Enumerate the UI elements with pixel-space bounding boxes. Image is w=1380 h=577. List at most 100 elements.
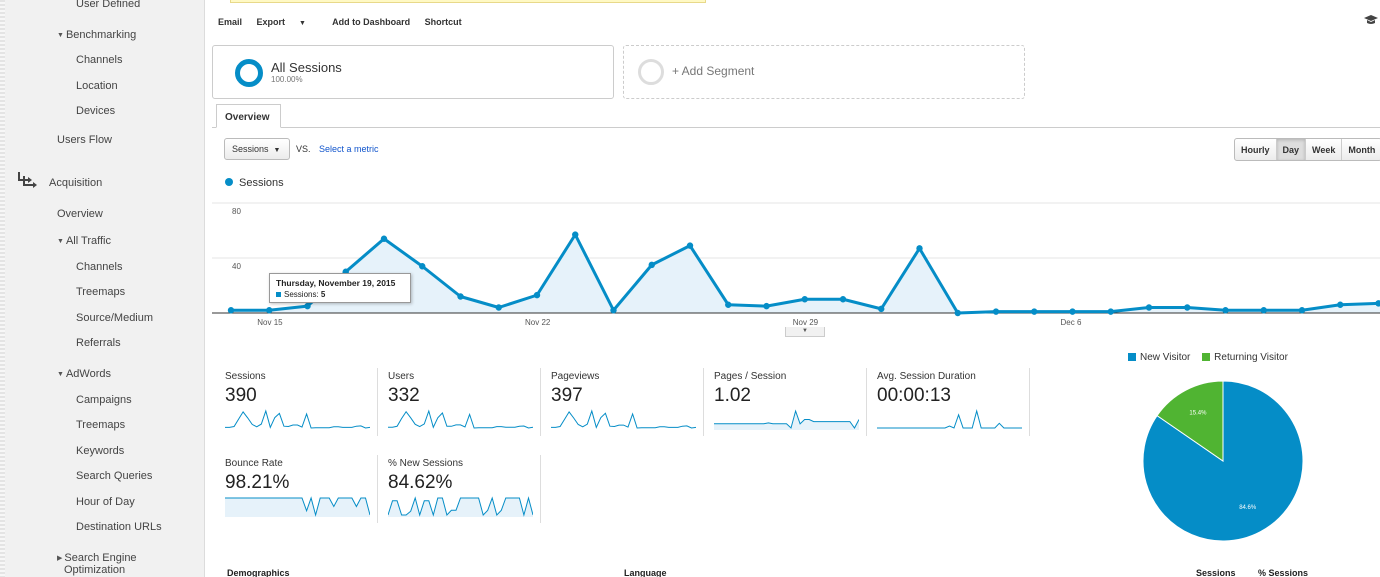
data-point[interactable] [610,307,617,314]
sidebar-group-benchmarking[interactable]: ▼ Benchmarking [57,29,136,41]
select-metric-link[interactable]: Select a metric [319,144,379,154]
vs-label: VS. [296,144,311,154]
data-point[interactable] [878,305,885,313]
sidebar-item-referrals[interactable]: Referrals [76,337,121,349]
shortcut-button[interactable]: Shortcut [424,17,462,27]
metric-label: % New Sessions [388,458,464,469]
data-point[interactable] [916,245,923,252]
sidebar-item-benchmarking-channels[interactable]: Channels [76,54,123,66]
graduation-cap-icon[interactable] [1364,14,1378,26]
email-button[interactable]: Email [218,17,243,27]
data-point[interactable] [266,307,273,314]
metric-tile-pages-per-session[interactable]: Pages / Session 1.02 [714,371,869,451]
sidebar-item-acquisition-overview[interactable]: Overview [57,208,103,220]
y-tick-label: 80 [232,207,241,216]
data-point[interactable] [380,235,388,242]
sidebar-group-all-traffic[interactable]: ▼ All Traffic [57,235,111,247]
data-point[interactable] [801,296,808,303]
metric-label: Pages / Session [714,371,787,382]
tile-divider [377,455,378,523]
metric-tile-users[interactable]: Users 332 [388,371,543,451]
data-point[interactable] [304,302,311,310]
data-point[interactable] [495,304,502,311]
data-point[interactable] [839,296,847,303]
sessions-line-chart[interactable]: 80 40 Nov 15 Nov 22 Nov 29 Dec 6 [212,195,1380,327]
month-button[interactable]: Month [1341,139,1380,160]
data-point[interactable] [1375,300,1380,307]
data-point[interactable] [1069,308,1076,315]
data-point[interactable] [1184,304,1191,311]
data-point[interactable] [725,301,732,308]
data-point[interactable] [533,291,541,299]
sidebar-item-hour-of-day[interactable]: Hour of Day [76,496,135,508]
week-button[interactable]: Week [1305,139,1341,160]
sparkline-line [714,409,859,429]
hourly-button[interactable]: Hourly [1241,145,1270,155]
chart-resize-handle[interactable]: ▼ [785,327,825,337]
tab-overview[interactable]: Overview [216,104,281,128]
sidebar-item-treemaps[interactable]: Treemaps [76,286,126,298]
data-point[interactable] [227,307,235,314]
sidebar-item-keywords[interactable]: Keywords [76,445,125,457]
sidebar-item-destination-urls[interactable]: Destination URLs [76,521,162,533]
data-point[interactable] [572,231,579,238]
metric-label: Bounce Rate [225,458,283,469]
data-point[interactable] [1337,301,1344,308]
metric-tile-pageviews[interactable]: Pageviews 397 [551,371,706,451]
data-point[interactable] [954,309,961,317]
sidebar-item-search-queries[interactable]: Search Queries [76,470,153,482]
data-point[interactable] [419,263,426,270]
sidebar-item-channels[interactable]: Channels [76,261,123,273]
data-point[interactable] [1145,304,1153,311]
data-point[interactable] [1031,308,1038,315]
add-segment-button[interactable]: + Add Segment [623,45,1025,99]
sidebar-section-acquisition[interactable]: Acquisition [49,177,103,189]
sidebar-item-adwords-treemaps[interactable]: Treemaps [76,419,126,431]
pie-slice-returning-visitor[interactable] [1156,380,1224,462]
metric-label: Users [388,371,415,382]
metric-dropdown[interactable]: Sessions ▼ [224,138,290,160]
data-point[interactable] [1222,307,1229,314]
sidebar-item-campaigns[interactable]: Campaigns [76,394,132,406]
data-point[interactable] [1260,307,1267,314]
segment-all-sessions[interactable]: All Sessions 100.00% [212,45,614,99]
visitor-pie-chart[interactable]: 84.6% 15.4% [1140,378,1306,544]
metric-tile-new-sessions[interactable]: % New Sessions 84.62% [388,458,543,538]
add-segment-label: + Add Segment [672,64,755,78]
new-visitor-swatch-icon [1128,353,1136,361]
tile-divider [540,368,541,436]
sparkline [551,409,696,429]
data-point[interactable] [763,302,770,310]
sidebar-group-search-engine-optimization[interactable]: ▶ Search Engine [57,552,137,564]
sidebar-item-source-medium[interactable]: Source/Medium [76,312,154,324]
metric-value: 390 [225,385,257,406]
tile-divider [866,368,867,436]
metric-dropdown-value: Sessions [232,144,269,154]
sidebar-item-users-flow[interactable]: Users Flow [57,134,113,146]
data-point[interactable] [457,293,464,300]
data-point[interactable] [992,308,1000,315]
export-button[interactable]: Export ▼ [257,17,318,27]
series-area [231,234,1380,313]
metric-tile-sessions[interactable]: Sessions 390 [225,371,380,451]
sidebar-group-adwords[interactable]: ▼ AdWords [57,368,111,380]
metric-tile-bounce-rate[interactable]: Bounce Rate 98.21% [225,458,380,538]
sidebar-item-user-defined[interactable]: User Defined [76,0,141,10]
sparkline-area [225,498,370,517]
sessions-column-header[interactable]: Sessions [1196,568,1236,577]
sidebar-item-location[interactable]: Location [76,80,118,92]
data-point[interactable] [1107,308,1114,315]
tooltip-series-label: Sessions: [284,290,319,299]
data-point[interactable] [686,242,694,249]
caret-down-icon: ▼ [57,32,64,39]
pie-slice-label: 15.4% [1189,410,1207,416]
data-point[interactable] [648,261,655,269]
add-to-dashboard-button[interactable]: Add to Dashboard [332,17,411,27]
sparkline-line [877,409,1022,429]
day-button[interactable]: Day [1275,139,1306,160]
pct-sessions-column-header[interactable]: % Sessions [1258,568,1309,577]
metric-label: Sessions [225,371,266,382]
metric-tile-avg-session-duration[interactable]: Avg. Session Duration 00:00:13 [877,371,1032,451]
sidebar-item-devices[interactable]: Devices [76,105,116,117]
data-point[interactable] [1298,307,1306,314]
